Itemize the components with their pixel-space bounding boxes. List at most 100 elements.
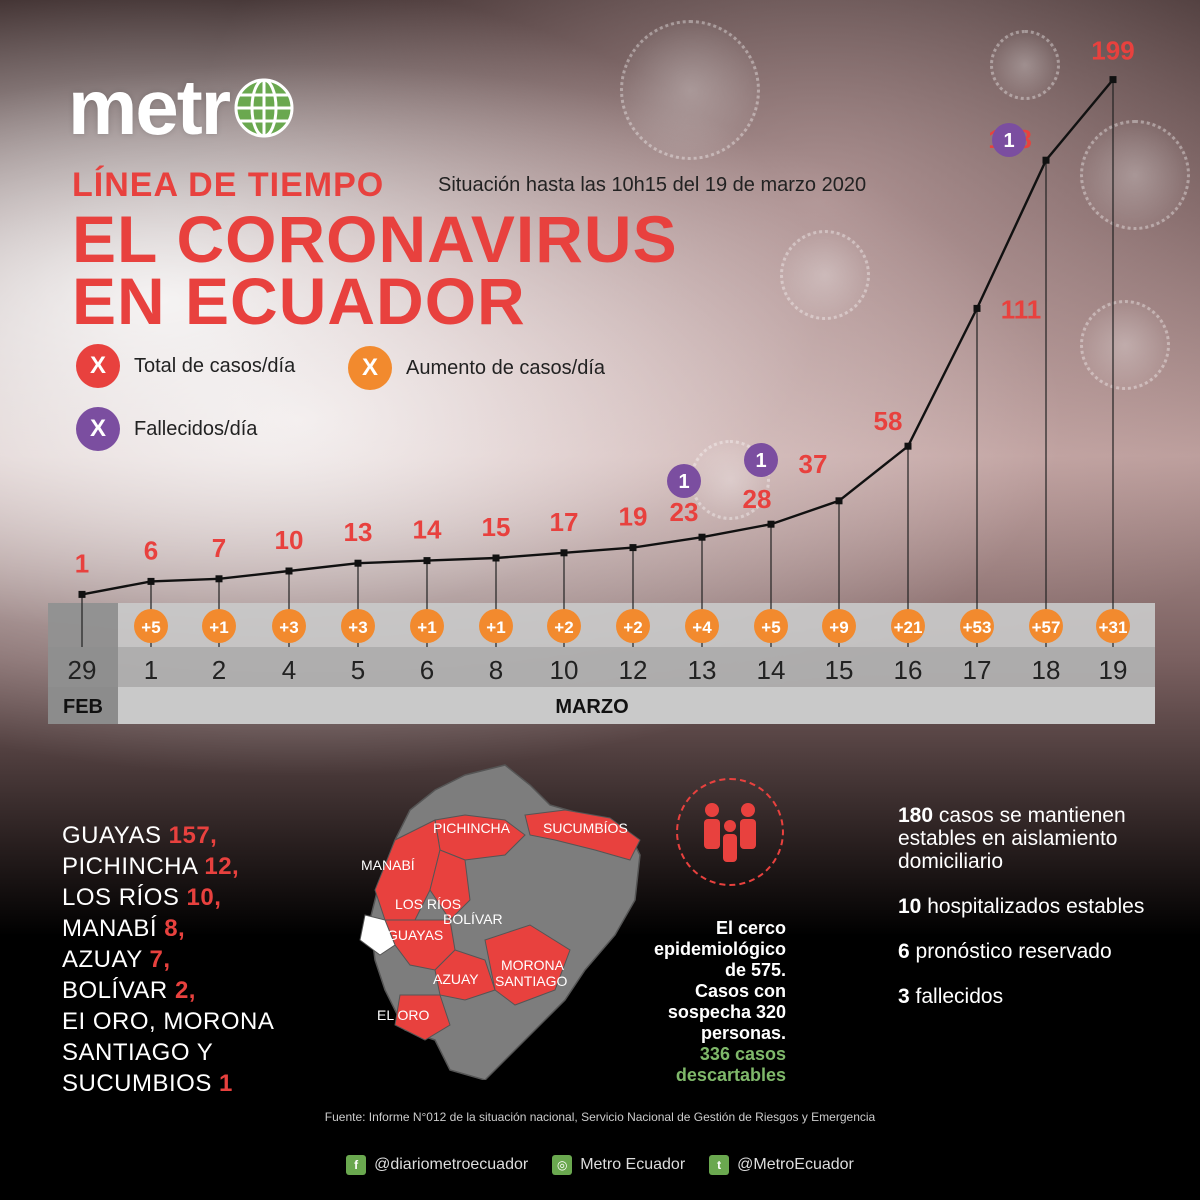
social-handle: @MetroEcuador bbox=[737, 1156, 854, 1173]
increase-badge bbox=[754, 609, 788, 643]
status-item: 10 hospitalizados estables bbox=[898, 895, 1158, 918]
page-title: EL CORONAVIRUS EN ECUADOR bbox=[72, 202, 678, 338]
day-tick-label: 5 bbox=[351, 655, 365, 685]
ecuador-map: PICHINCHA SUCUMBÍOS MANABÍ LOS RÍOS BOLÍ… bbox=[359, 764, 641, 1080]
total-value-label: 13 bbox=[344, 517, 373, 547]
province-row: GUAYAS 157, bbox=[62, 820, 274, 851]
title-line-1: EL CORONAVIRUS bbox=[72, 202, 678, 276]
cerco-line: sospecha 320 bbox=[667, 1002, 786, 1022]
cerco-line: El cerco bbox=[715, 918, 786, 938]
increase-badge bbox=[822, 609, 856, 643]
increase-badge bbox=[616, 609, 650, 643]
status-text: hospitalizados estables bbox=[921, 895, 1145, 918]
twitter-icon: t bbox=[709, 1155, 730, 1175]
day-tick-label: 12 bbox=[619, 655, 648, 685]
increase-badge bbox=[1096, 609, 1130, 643]
increase-badge bbox=[341, 609, 375, 643]
day-tick-label: 16 bbox=[894, 655, 923, 685]
map-label-santiago: SANTIAGO bbox=[495, 973, 567, 989]
social-link[interactable]: ◎ Metro Ecuador bbox=[552, 1155, 685, 1175]
increase-badge bbox=[134, 609, 168, 643]
day-tick-label: 18 bbox=[1032, 655, 1061, 685]
total-value-label: 28 bbox=[743, 484, 772, 514]
map-label-sucumbios: SUCUMBÍOS bbox=[543, 820, 628, 836]
data-point bbox=[215, 575, 223, 583]
increase-badge-label: +57 bbox=[1032, 618, 1061, 637]
province-row: MANABÍ 8, bbox=[62, 913, 274, 944]
total-value-label: 58 bbox=[874, 406, 903, 436]
map-region-losrios bbox=[429, 849, 471, 921]
feb-column-band bbox=[48, 603, 118, 687]
increase-badge-label: +9 bbox=[829, 618, 848, 637]
header-subtitle: Situación hasta las 10h15 del 19 de marz… bbox=[438, 174, 867, 196]
total-value-label: 1 bbox=[75, 548, 89, 578]
province-count: 1 bbox=[219, 1070, 233, 1097]
title-line-2: EN ECUADOR bbox=[72, 264, 526, 338]
total-value-label: 7 bbox=[212, 533, 226, 563]
increase-badge bbox=[1029, 609, 1063, 643]
cerco-line-highlight: descartables bbox=[675, 1065, 786, 1085]
map-label-pichincha: PICHINCHA bbox=[433, 820, 511, 836]
data-point bbox=[835, 497, 843, 505]
province-row: BOLÍVAR 2, bbox=[62, 975, 274, 1006]
province-count: 157, bbox=[168, 822, 218, 849]
legend-label: Total de casos/día bbox=[134, 354, 296, 377]
instagram-icon: ◎ bbox=[552, 1155, 573, 1175]
social-bar: f @diariometroecuador ◎ Metro Ecuador t @Metr… bbox=[0, 1155, 1200, 1175]
province-count: 12, bbox=[204, 853, 240, 880]
province-name: SUCUMBIOS bbox=[62, 1070, 220, 1097]
cerco-line: epidemiológico bbox=[653, 939, 786, 959]
total-value-label: 10 bbox=[275, 525, 304, 555]
increase-badge-label: +2 bbox=[554, 618, 573, 637]
map-label-manabi: MANABÍ bbox=[361, 857, 415, 873]
province-count: 8, bbox=[164, 915, 186, 942]
facebook-icon: f bbox=[346, 1155, 367, 1175]
increase-badge bbox=[547, 609, 581, 643]
total-value-label: 111 bbox=[1001, 294, 1042, 324]
social-link[interactable]: t @MetroEcuador bbox=[709, 1155, 854, 1175]
increase-badge-label: +5 bbox=[141, 618, 160, 637]
data-point bbox=[560, 549, 568, 557]
province-row: EI ORO, MORONA bbox=[62, 1006, 274, 1037]
increase-badge bbox=[272, 609, 306, 643]
day-tick-label: 6 bbox=[420, 655, 434, 685]
status-item: 6 pronóstico reservado bbox=[898, 940, 1158, 963]
day-tick-label: 2 bbox=[212, 655, 226, 685]
metro-logo: metr bbox=[68, 62, 295, 153]
map-region-sucumbios bbox=[524, 809, 641, 861]
data-point bbox=[973, 304, 981, 312]
province-row: SANTIAGO Y bbox=[62, 1037, 274, 1068]
social-link[interactable]: f @diariometroecuador bbox=[346, 1155, 528, 1175]
data-point bbox=[698, 533, 706, 541]
logo-text: metr bbox=[68, 63, 231, 151]
total-value-label: 23 bbox=[670, 497, 699, 527]
x-icon: X bbox=[76, 407, 120, 451]
people-icon-circle bbox=[676, 778, 784, 886]
map-region-eloro bbox=[394, 994, 451, 1041]
increase-badge bbox=[479, 609, 513, 643]
increase-badge-label: +1 bbox=[209, 618, 228, 637]
legend-deaths: X Fallecidos/día bbox=[76, 407, 257, 451]
total-value-label: 17 bbox=[550, 507, 579, 537]
legend-label: Fallecidos/día bbox=[134, 417, 258, 440]
increase-badge-label: +1 bbox=[486, 618, 505, 637]
data-point bbox=[147, 577, 155, 585]
status-item: 3 fallecidos bbox=[898, 985, 1158, 1008]
map-region-santa-elena bbox=[359, 914, 396, 956]
month-label-marzo: MARZO bbox=[555, 696, 628, 718]
death-badge bbox=[744, 443, 778, 477]
day-tick-label: 19 bbox=[1099, 655, 1128, 685]
data-point bbox=[1042, 156, 1050, 164]
province-count: 7, bbox=[149, 946, 171, 973]
day-tick-label: 4 bbox=[282, 655, 296, 685]
province-name: LOS RÍOS bbox=[62, 884, 187, 911]
day-tick-label: 10 bbox=[550, 655, 579, 685]
map-region-morona bbox=[484, 924, 571, 1006]
data-point bbox=[904, 442, 912, 450]
province-name: PICHINCHA bbox=[62, 853, 205, 880]
map-label-morona: MORONA bbox=[501, 957, 565, 973]
x-icon: X bbox=[76, 344, 120, 388]
status-number: 6 bbox=[898, 940, 910, 963]
total-cases-line bbox=[81, 78, 1114, 596]
data-point bbox=[629, 544, 637, 552]
